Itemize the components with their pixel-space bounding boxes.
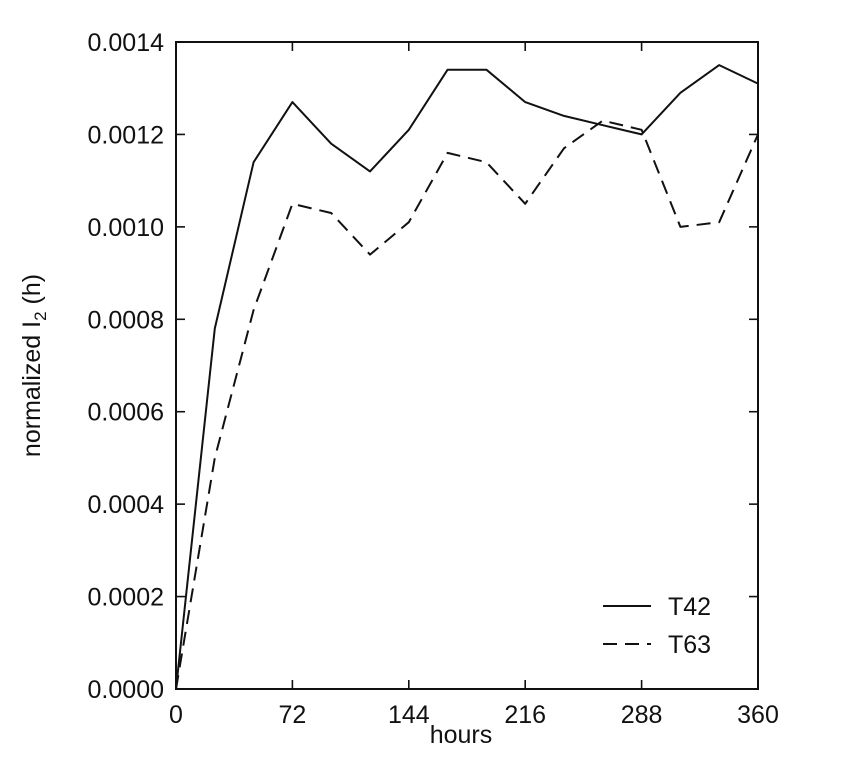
y-axis-title-main: normalized I xyxy=(18,321,46,457)
y-tick-label: 0.0006 xyxy=(88,399,164,427)
y-tick-label: 0.0000 xyxy=(88,676,164,704)
x-tick-label: 144 xyxy=(388,701,430,729)
x-axis-title: hours xyxy=(430,721,493,749)
series-line-t42 xyxy=(175,64,759,690)
y-tick-label: 0.0014 xyxy=(88,29,165,57)
x-tick-label: 288 xyxy=(621,701,663,729)
plot-lines xyxy=(175,64,759,690)
y-axis-title: normalized I2 (h) xyxy=(18,274,50,457)
legend-label-t63: T63 xyxy=(668,631,711,659)
series-line-t63 xyxy=(175,119,759,690)
x-tick-label: 216 xyxy=(504,701,546,729)
x-tick-label: 360 xyxy=(737,701,779,729)
x-tick-label: 0 xyxy=(169,701,183,729)
y-axis-title-subscript: 2 xyxy=(31,311,50,320)
legend-label-t42: T42 xyxy=(668,593,711,621)
y-axis-title-suffix: (h) xyxy=(18,274,46,312)
x-axis: 0 72 144 216 288 360 xyxy=(169,42,779,729)
plot-frame xyxy=(175,41,759,690)
y-tick-label: 0.0012 xyxy=(88,121,164,149)
y-axis: 0.0000 0.0002 0.0004 0.0006 0.0008 0.0010 0.00… xyxy=(88,29,758,704)
y-tick-label: 0.0002 xyxy=(88,584,164,612)
y-tick-label: 0.0010 xyxy=(88,214,164,242)
y-tick-label: 0.0004 xyxy=(88,491,165,519)
y-tick-label: 0.0008 xyxy=(88,306,164,334)
x-tick-label: 72 xyxy=(278,701,306,729)
